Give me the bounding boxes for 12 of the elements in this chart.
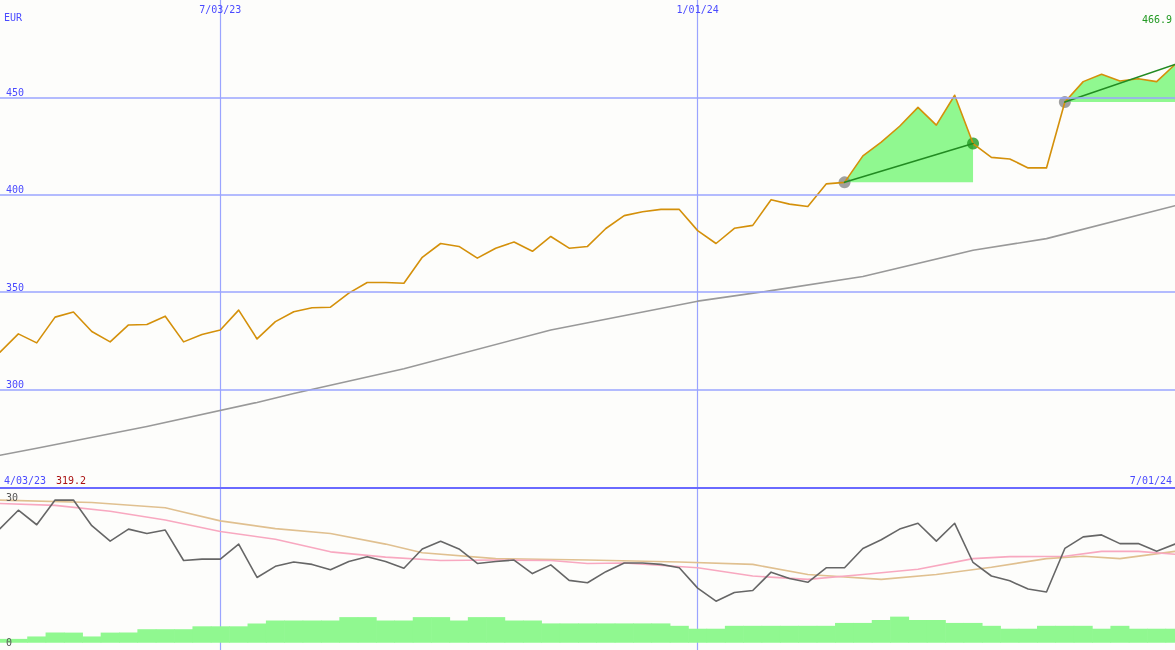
y-tick-label: 450 (6, 86, 25, 98)
y-tick-label: 400 (6, 184, 25, 196)
y-tick-label: 350 (6, 281, 25, 293)
x-tick-label: 1/01/24 (676, 3, 719, 15)
y-axis-title: EUR (4, 11, 24, 23)
annotation: 4/03/23 (4, 474, 47, 486)
annotation: 466.9 (1141, 13, 1173, 25)
annotation: 7/01/24 (1129, 474, 1173, 486)
x-tick-label: 7/03/23 (199, 3, 242, 15)
annotation: 319.2 (56, 474, 87, 486)
y-tick-label: 0 (6, 637, 13, 649)
y-tick-label: 300 (6, 379, 25, 391)
